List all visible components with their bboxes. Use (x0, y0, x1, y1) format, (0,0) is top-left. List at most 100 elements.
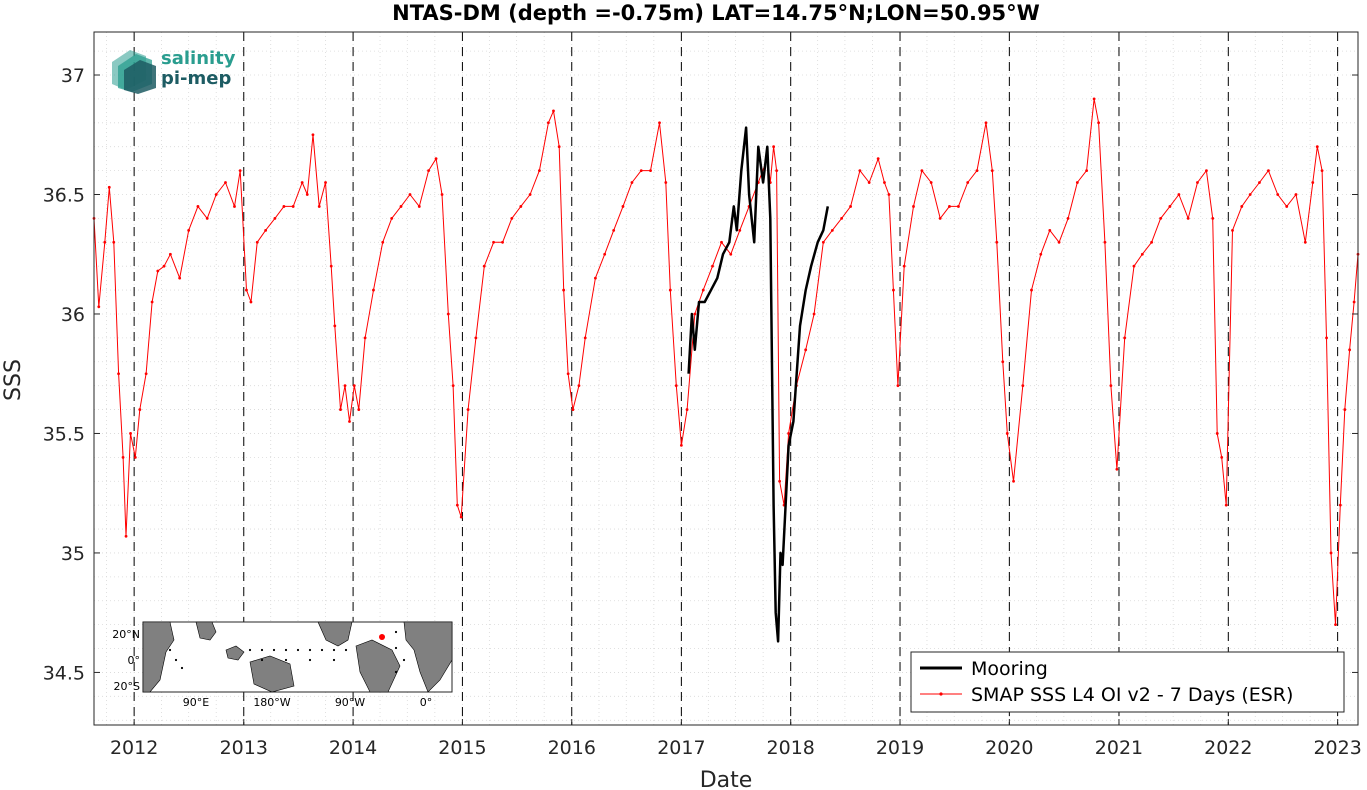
smap-point (1303, 240, 1307, 244)
smap-point (474, 336, 478, 340)
smap-point (612, 228, 616, 232)
smap-point (658, 121, 661, 125)
smap-point (291, 205, 295, 208)
inset-map-land (142, 621, 453, 693)
smap-point (97, 305, 101, 309)
smap-point (434, 157, 438, 161)
smap-point (333, 324, 337, 328)
smap-point (363, 336, 367, 340)
smap-point (693, 312, 697, 316)
inset-lon-label-90e: 90°E (183, 696, 209, 709)
smap-point (1030, 288, 1033, 292)
smap-point (849, 205, 853, 208)
smap-point (1005, 432, 1009, 435)
smap-point (621, 205, 625, 208)
inset-lat-label-20n: 20°N (112, 628, 140, 641)
smap-point (329, 264, 333, 268)
smap-point (840, 216, 844, 220)
smap-point (1057, 240, 1061, 244)
smap-point (233, 205, 236, 208)
smap-point (729, 252, 733, 256)
smap-point (107, 185, 111, 189)
smap-point (537, 169, 541, 173)
smap-point (156, 269, 160, 273)
smap-point (317, 205, 321, 208)
x-tick-label: 2012 (110, 737, 158, 759)
legend: Mooring SMAP SSS L4 OI v2 - 7 Days (ESR) (910, 651, 1345, 713)
smap-point (1159, 216, 1163, 220)
smap-point (492, 240, 495, 244)
smap-point (510, 216, 514, 220)
smap-point (571, 408, 575, 411)
smap-point (1150, 240, 1154, 244)
smap-point (603, 252, 607, 256)
y-tick-label: 36 (61, 304, 85, 326)
smap-point (867, 181, 871, 184)
legend-smap-label: SMAP SSS L4 OI v2 - 7 Days (ESR) (971, 684, 1293, 706)
inset-map-moorings (168, 630, 406, 674)
smap-point (668, 288, 672, 292)
smap-point (938, 216, 942, 220)
x-axis-ticks: 2012 2013 2014 2015 2016 2017 2018 2019 2020 2021… (110, 719, 1362, 759)
smap-point (583, 336, 587, 340)
mooring-line (687, 126, 830, 643)
plot-frame (93, 31, 1359, 726)
smap-point (150, 300, 154, 304)
smap-point (896, 384, 900, 388)
smap-point (566, 372, 570, 376)
smap-point (1115, 467, 1119, 471)
smap-point (830, 228, 834, 232)
smap-point (1021, 384, 1025, 388)
smap-point (357, 408, 361, 411)
smap-point (778, 479, 782, 483)
smap-point (1343, 408, 1347, 411)
smap-point (804, 348, 808, 352)
inset-lat-label-0: 0° (128, 654, 141, 667)
inset-lon-label-180w: 180°W (253, 696, 290, 709)
smap-point (812, 312, 816, 316)
smap-point (990, 169, 994, 173)
smap-point (1325, 336, 1328, 340)
smap-point (381, 240, 385, 244)
smap-point (178, 276, 182, 280)
smap-point (124, 534, 128, 538)
smap-point (1315, 145, 1319, 149)
logo-mark-icon (112, 50, 156, 94)
smap-point (685, 408, 689, 411)
smap-point (995, 240, 999, 244)
smap-point (948, 205, 951, 208)
smap-point (1320, 169, 1324, 173)
smap-point (282, 205, 286, 208)
smap-point (224, 181, 227, 184)
smap-point (775, 169, 779, 173)
smap-point (1248, 193, 1252, 196)
legend-smap-marker (939, 692, 943, 696)
smap-point (1039, 252, 1043, 256)
smap-point (902, 264, 906, 268)
smap-point (1285, 205, 1289, 208)
smap-point (664, 181, 668, 184)
y-axis-ticks: 34.5 35 35.5 36 36.5 37 (43, 65, 1358, 684)
smap-point (1075, 181, 1079, 184)
smap-line (93, 98, 1359, 626)
smap-point (1294, 193, 1298, 196)
x-tick-label: 2022 (1204, 737, 1252, 759)
x-tick-label: 2015 (438, 737, 486, 759)
smap-point (1258, 181, 1261, 184)
x-tick-label: 2016 (548, 737, 596, 759)
smap-point (372, 288, 375, 292)
smap-point (451, 384, 455, 388)
smap-point (1224, 503, 1228, 507)
logo-text-pimep: pi-mep (161, 68, 231, 89)
smap-point (1211, 216, 1215, 220)
chart-title: NTAS-DM (depth =-0.75m) LAT=14.75°N;LON=… (392, 1, 1040, 25)
smap-point (144, 372, 148, 376)
smap-point (557, 145, 561, 149)
logo-text-salinity: salinity (161, 48, 236, 69)
inset-lat-label-20s: 20°S (114, 680, 140, 693)
smap-point (1240, 205, 1244, 208)
smap-point (339, 408, 342, 411)
smap-point (196, 205, 200, 208)
y-tick-label: 35.5 (43, 423, 85, 445)
smap-point (1048, 228, 1052, 232)
